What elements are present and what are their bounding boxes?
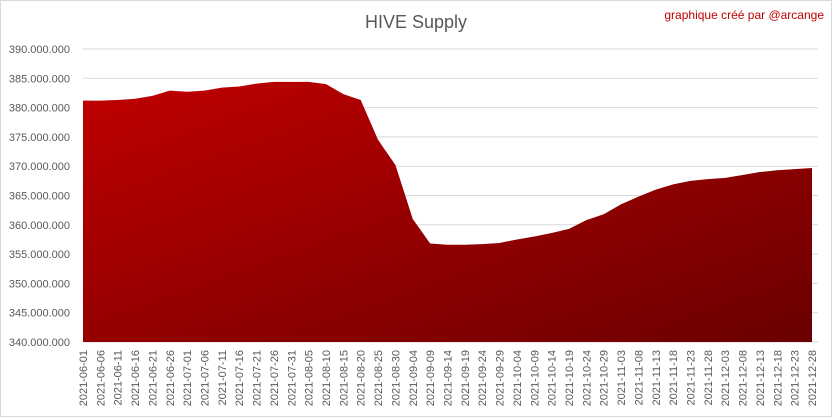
x-tick-label: 2021-12-08 — [738, 350, 750, 406]
x-tick-label: 2021-06-16 — [130, 350, 142, 406]
x-tick-label: 2021-09-19 — [460, 350, 472, 406]
x-tick-label: 2021-12-18 — [772, 350, 784, 406]
x-tick-label: 2021-07-06 — [200, 350, 212, 406]
x-tick-label: 2021-11-23 — [686, 350, 698, 405]
x-tick-label: 2021-11-28 — [703, 350, 715, 405]
x-tick-label: 2021-06-11 — [113, 350, 125, 405]
y-tick-label: 380.000.000 — [9, 103, 70, 115]
y-tick-label: 375.000.000 — [9, 132, 70, 144]
x-tick-label: 2021-12-13 — [755, 350, 767, 406]
x-tick-label: 2021-07-11 — [217, 350, 229, 405]
y-tick-label: 370.000.000 — [9, 161, 70, 173]
x-tick-label: 2021-06-26 — [165, 350, 177, 406]
x-tick-label: 2021-06-21 — [147, 350, 159, 406]
area — [83, 81, 812, 342]
x-tick-label: 2021-07-26 — [269, 350, 281, 406]
y-tick-label: 355.000.000 — [9, 249, 70, 261]
x-tick-label: 2021-07-21 — [252, 350, 264, 406]
x-tick-label: 2021-07-16 — [234, 350, 246, 406]
x-tick-label: 2021-11-13 — [651, 350, 663, 405]
x-tick-label: 2021-10-14 — [547, 350, 559, 406]
y-tick-label: 345.000.000 — [9, 308, 70, 320]
y-tick-label: 365.000.000 — [9, 191, 70, 203]
y-tick-label: 340.000.000 — [9, 337, 70, 349]
x-tick-label: 2021-10-19 — [564, 350, 576, 406]
x-tick-label: 2021-08-05 — [304, 350, 316, 406]
x-tick-label: 2021-08-15 — [338, 350, 350, 406]
x-tick-label: 2021-09-24 — [477, 350, 489, 406]
y-tick-label: 360.000.000 — [9, 220, 70, 232]
x-tick-label: 2021-09-09 — [425, 350, 437, 406]
x-tick-label: 2021-10-09 — [529, 350, 541, 406]
x-tick-label: 2021-08-20 — [356, 350, 368, 406]
x-tick-label: 2021-08-25 — [373, 350, 385, 406]
x-tick-label: 2021-06-01 — [78, 350, 90, 406]
x-tick-label: 2021-07-01 — [182, 350, 194, 406]
y-tick-label: 350.000.000 — [9, 278, 70, 290]
x-tick-label: 2021-12-23 — [790, 350, 802, 406]
chart-title: HIVE Supply — [365, 12, 467, 32]
annotation: graphique créé par @arcange — [664, 8, 824, 22]
x-tick-label: 2021-06-06 — [95, 350, 107, 406]
plot — [83, 81, 812, 342]
y-tick-label: 390.000.000 — [9, 44, 70, 56]
x-tick-label: 2021-10-24 — [581, 350, 593, 406]
x-tick-label: 2021-10-29 — [599, 350, 611, 406]
x-tick-label: 2021-12-28 — [807, 350, 819, 406]
x-tick-label: 2021-09-04 — [408, 350, 420, 406]
x-tick-label: 2021-08-10 — [321, 350, 333, 406]
x-tick-label: 2021-12-03 — [720, 350, 732, 406]
x-tick-label: 2021-11-18 — [668, 350, 680, 405]
x-tick-label: 2021-11-08 — [633, 350, 645, 405]
x-tick-label: 2021-08-30 — [390, 350, 402, 406]
x-tick-label: 2021-09-29 — [495, 350, 507, 406]
x-tick-label: 2021-09-14 — [443, 350, 455, 406]
y-tick-label: 385.000.000 — [9, 73, 70, 85]
x-tick-label: 2021-11-03 — [616, 350, 628, 405]
x-tick-label: 2021-10-04 — [512, 350, 524, 406]
x-tick-label: 2021-07-31 — [286, 350, 298, 406]
